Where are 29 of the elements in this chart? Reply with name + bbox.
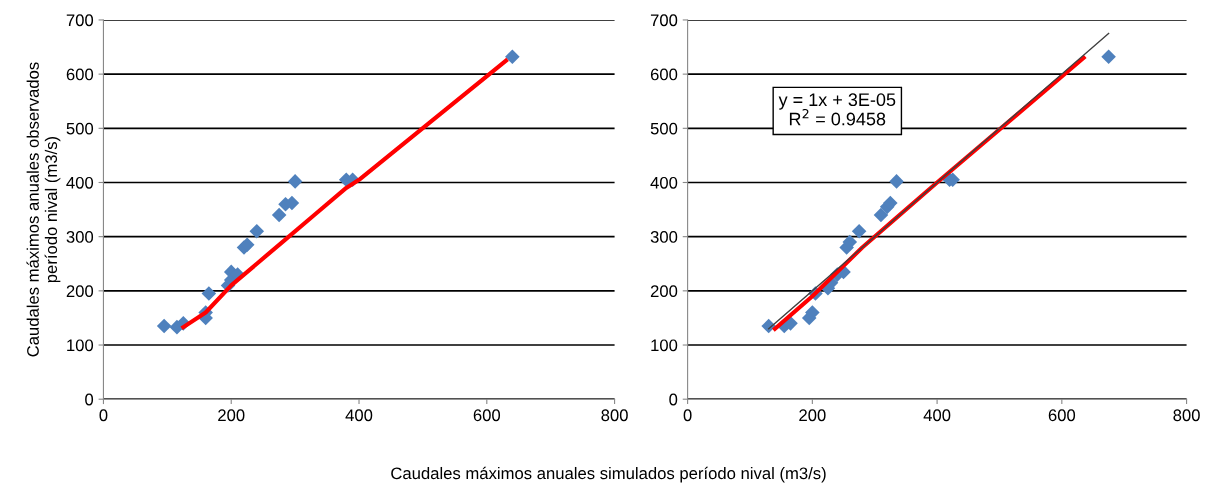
y-tick-label: 700: [650, 14, 678, 27]
y-tick-label: 300: [650, 231, 678, 243]
x-tick-label: 800: [1173, 409, 1200, 422]
y-tick-label: 300: [66, 231, 94, 243]
y-axis-title: Caudales máximos anuales observados período nival (m3/s): [26, 62, 61, 357]
y-tick-label: 200: [66, 285, 94, 298]
y-tick-label: 500: [650, 122, 678, 135]
y-tick-label: 200: [650, 285, 678, 298]
y-tick-label: 500: [66, 122, 94, 135]
x-axis-title: Caudales máximos anuales simulados período nival (m3/s): [391, 466, 826, 483]
x-tick-label: 0: [683, 409, 692, 422]
y-tick-label: 100: [67, 339, 94, 352]
y-tick-label: 100: [651, 339, 678, 352]
y-tick-label: 0: [669, 393, 678, 406]
x-tick-label: 800: [601, 409, 628, 422]
x-tick-label: 200: [799, 409, 826, 422]
x-tick-label: 0: [99, 409, 108, 422]
x-tick-label: 400: [345, 409, 373, 422]
y-tick-label: 0: [85, 393, 94, 406]
y-tick-label: 600: [650, 68, 678, 81]
annotation: y = 1x + 3E-05 R$^{2}$ = 0.9458: [778, 93, 896, 126]
y-tick-label: 700: [66, 14, 94, 27]
x-tick-label: 600: [473, 409, 501, 422]
x-tick-label: 600: [1048, 409, 1076, 422]
y-tick-label: 400: [650, 176, 678, 189]
x-tick-label: 400: [923, 409, 951, 422]
y-tick-label: 600: [66, 68, 94, 81]
y-tick-label: 400: [66, 176, 94, 189]
x-tick-label: 200: [218, 409, 245, 422]
